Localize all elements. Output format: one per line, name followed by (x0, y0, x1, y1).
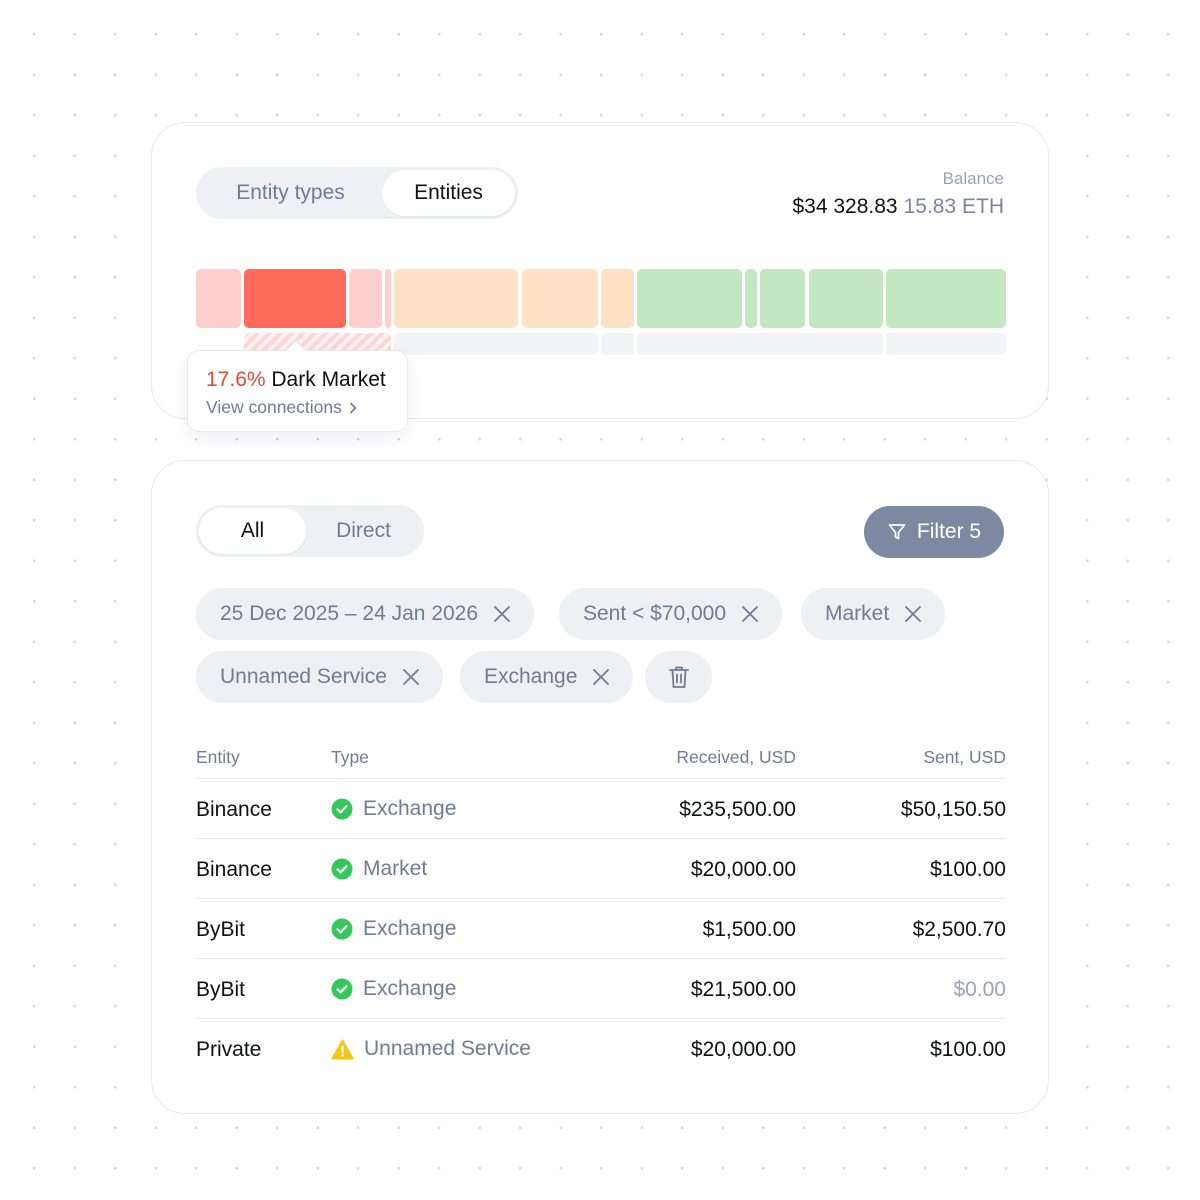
tooltip-percent: 17.6% (206, 368, 266, 391)
chip-label: 25 Dec 2025 – 24 Jan 2026 (220, 602, 479, 625)
tab-all[interactable]: All (199, 508, 306, 554)
balance-values: $34 328.83 15.83 ETH (793, 195, 1005, 219)
cell-entity: ByBit (196, 918, 246, 941)
cell-received: $20,000.00 (690, 1038, 796, 1061)
filter-button-label: Filter 5 (916, 520, 982, 543)
cell-type-label: Unnamed Service (364, 1037, 531, 1060)
cell-received: $21,500.00 (690, 978, 796, 1001)
overview-card: Entity types Entities Balance $34 328.83… (151, 122, 1049, 432)
close-icon[interactable] (903, 604, 923, 624)
chip-label: Sent < $70,000 (583, 602, 727, 625)
cell-entity: ByBit (196, 978, 246, 1001)
chevron-right-icon (348, 401, 358, 415)
treemap-block[interactable] (760, 269, 805, 328)
treemap-block[interactable] (601, 269, 634, 328)
treemap-block[interactable] (886, 269, 1006, 328)
treemap-block[interactable] (196, 269, 241, 328)
cell-type: Exchange (331, 797, 456, 821)
treemap-subblock-hatched (244, 333, 391, 355)
table-row[interactable]: ByBit Exchange $1,500.00 $2,500.70 (196, 899, 1006, 959)
cell-type-label: Exchange (363, 977, 457, 1000)
close-icon[interactable] (401, 667, 421, 687)
balance-usd: $34 328.83 (792, 195, 898, 218)
close-icon[interactable] (492, 604, 512, 624)
treemap-block[interactable] (349, 269, 382, 328)
cell-received: $1,500.00 (702, 918, 796, 941)
cell-type-label: Market (363, 857, 428, 880)
filter-chip-unnamed-service: Unnamed Service (196, 651, 443, 703)
cell-sent: $50,150.50 (900, 798, 1006, 821)
filter-chip-date: 25 Dec 2025 – 24 Jan 2026 (196, 588, 535, 640)
treemap-subblock (637, 333, 883, 355)
table-row[interactable]: Private Unnamed Service $20,000.00 $100.… (196, 1019, 1006, 1079)
filter-icon (887, 522, 907, 542)
treemap-subblock (886, 333, 1006, 355)
table-row[interactable]: ByBit Exchange $21,500.00 $0.00 (196, 959, 1006, 1019)
header-entity: Entity (196, 747, 240, 767)
filter-chip-sent: Sent < $70,000 (559, 588, 783, 640)
entity-treemap (196, 269, 1006, 356)
check-circle-icon (331, 918, 353, 940)
cell-type: Exchange (331, 917, 456, 941)
balance-eth: 15.83 ETH (903, 195, 1004, 218)
tooltip-label: Dark Market (271, 368, 386, 391)
header-received: Received, USD (676, 747, 796, 767)
cell-type: Exchange (331, 977, 456, 1001)
cell-type: Unnamed Service (331, 1037, 531, 1061)
chip-label: Unnamed Service (220, 665, 387, 688)
view-toggle: Entity types Entities (196, 167, 518, 219)
treemap-block[interactable] (385, 269, 391, 328)
clear-filters-button[interactable] (645, 651, 712, 703)
treemap-block[interactable] (394, 269, 518, 328)
cell-type: Market (331, 857, 427, 881)
chip-label: Exchange (484, 665, 578, 688)
check-circle-icon (331, 978, 353, 1000)
treemap-block[interactable] (809, 269, 883, 328)
close-icon[interactable] (591, 667, 611, 687)
connections-table: Entity Type Received, USD Sent, USD Bina… (196, 743, 1006, 1079)
table-header: Entity Type Received, USD Sent, USD (196, 743, 1006, 779)
scope-toggle: All Direct (196, 505, 424, 557)
tab-entity-types[interactable]: Entity types (236, 181, 345, 204)
tab-entities[interactable]: Entities (382, 170, 515, 216)
cell-sent: $100.00 (930, 858, 1006, 881)
treemap-tooltip: 17.6% Dark Market View connections (187, 340, 408, 432)
warning-icon (331, 1038, 354, 1060)
filter-button[interactable]: Filter 5 (864, 506, 1004, 558)
table-row[interactable]: Binance Market $20,000.00 $100.00 (196, 839, 1006, 899)
cell-type-label: Exchange (363, 917, 457, 940)
header-sent: Sent, USD (923, 747, 1006, 767)
balance-label: Balance (942, 169, 1004, 188)
check-circle-icon (331, 798, 353, 820)
trash-icon (667, 664, 691, 690)
treemap-block[interactable] (522, 269, 598, 328)
cell-received: $20,000.00 (690, 858, 796, 881)
cell-entity: Private (196, 1038, 262, 1061)
cell-received: $235,500.00 (679, 798, 796, 821)
check-circle-icon (331, 858, 353, 880)
treemap-block[interactable] (637, 269, 742, 328)
view-connections-label: View connections (206, 397, 342, 417)
cell-entity: Binance (196, 858, 272, 881)
cell-sent: $100.00 (930, 1038, 1006, 1061)
tab-direct[interactable]: Direct (336, 519, 391, 542)
treemap-subblock (394, 333, 598, 355)
cell-type-label: Exchange (363, 797, 457, 820)
tooltip-title: 17.6% Dark Market (206, 368, 386, 392)
filter-chip-market: Market (801, 588, 946, 640)
header-type: Type (331, 747, 369, 767)
view-connections-link[interactable]: View connections (206, 397, 358, 418)
table-row[interactable]: Binance Exchange $235,500.00 $50,150.50 (196, 779, 1006, 839)
cell-sent: $0.00 (953, 978, 1006, 1001)
chip-label: Market (825, 602, 890, 625)
treemap-subblock (601, 333, 634, 355)
treemap-block[interactable] (745, 269, 757, 328)
cell-entity: Binance (196, 798, 272, 821)
cell-sent: $2,500.70 (912, 918, 1006, 941)
connections-card: All Direct Filter 5 25 Dec 2025 – 24 Jan… (151, 460, 1049, 1114)
treemap-block-dark-market[interactable] (244, 269, 346, 328)
close-icon[interactable] (740, 604, 760, 624)
filter-chip-exchange: Exchange (460, 651, 634, 703)
